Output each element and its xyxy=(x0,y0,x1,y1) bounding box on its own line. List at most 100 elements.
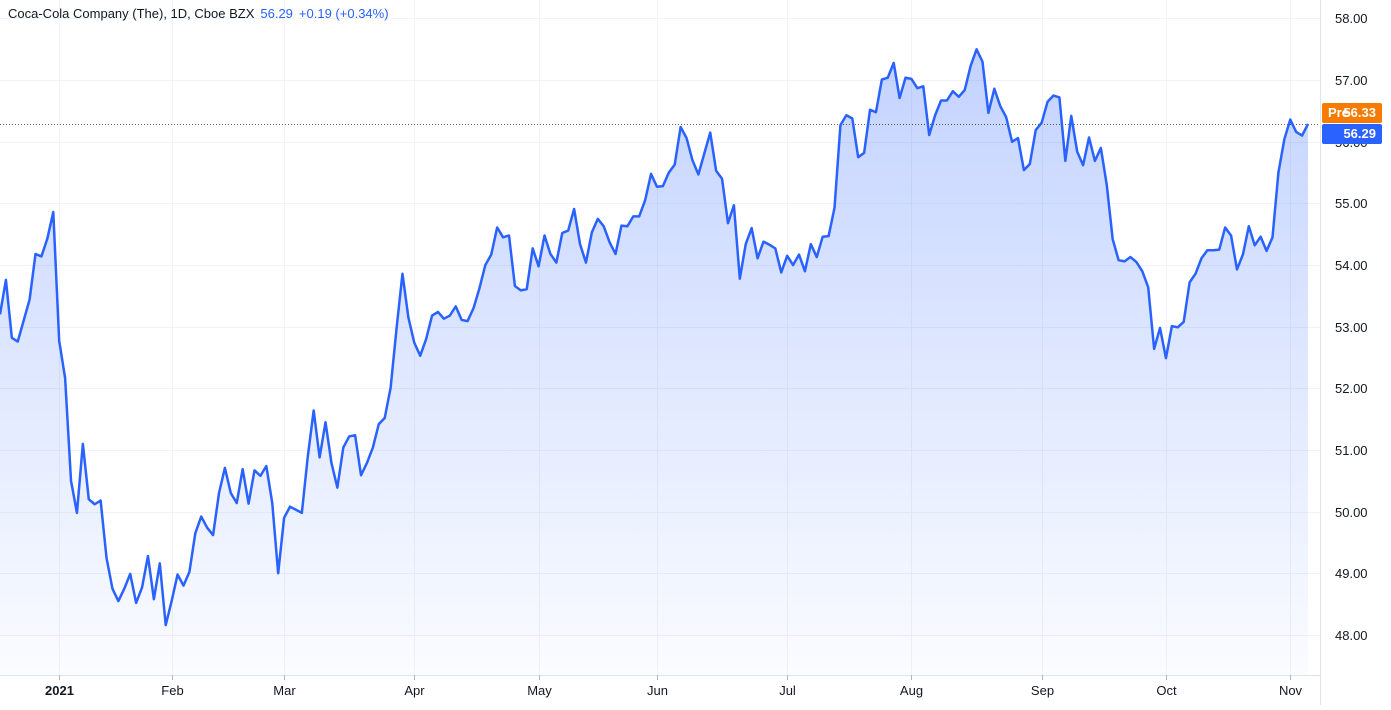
data-point xyxy=(200,516,202,518)
data-point xyxy=(336,487,338,489)
data-point xyxy=(141,586,143,588)
data-point xyxy=(940,99,942,101)
data-point xyxy=(851,117,853,119)
data-point xyxy=(354,434,356,436)
data-point xyxy=(378,423,380,425)
data-point xyxy=(1301,135,1303,137)
last-price-value: 56.29 xyxy=(260,6,293,21)
data-point xyxy=(839,124,841,126)
data-point xyxy=(52,211,54,213)
data-point xyxy=(159,562,161,564)
time-tick-label: 2021 xyxy=(45,683,74,698)
data-point xyxy=(603,225,605,227)
data-point xyxy=(319,456,321,458)
data-point xyxy=(508,234,510,236)
data-point xyxy=(1029,163,1031,165)
data-point xyxy=(869,109,871,111)
data-point xyxy=(952,90,954,92)
data-point xyxy=(774,247,776,249)
data-point xyxy=(981,61,983,63)
data-point xyxy=(650,173,652,175)
data-point xyxy=(1289,119,1291,121)
data-point xyxy=(1165,357,1167,359)
data-point xyxy=(360,474,362,476)
data-point xyxy=(1076,151,1078,153)
data-point xyxy=(1218,249,1220,251)
data-point xyxy=(585,262,587,264)
data-point xyxy=(520,289,522,291)
data-point xyxy=(472,307,474,309)
data-point xyxy=(615,253,617,255)
data-point xyxy=(549,253,551,255)
data-point xyxy=(1058,96,1060,98)
data-point xyxy=(259,475,261,477)
data-point xyxy=(1200,257,1202,259)
data-point xyxy=(573,208,575,210)
data-point xyxy=(893,62,895,64)
time-tick-label: Jun xyxy=(647,683,668,698)
price-area-fill xyxy=(0,49,1308,675)
data-point xyxy=(1206,249,1208,251)
data-point xyxy=(384,417,386,419)
data-point xyxy=(1189,281,1191,283)
data-point xyxy=(674,164,676,166)
data-point xyxy=(313,410,315,412)
data-point xyxy=(638,215,640,217)
data-point xyxy=(733,204,735,206)
data-point xyxy=(987,112,989,114)
price-tick-label: 55.00 xyxy=(1335,196,1368,211)
data-point xyxy=(271,502,273,504)
data-point xyxy=(745,243,747,245)
data-point xyxy=(289,506,291,508)
data-point xyxy=(1124,260,1126,262)
data-point xyxy=(1064,160,1066,162)
data-point xyxy=(129,573,131,575)
data-point xyxy=(1171,325,1173,327)
data-point xyxy=(1106,184,1108,186)
data-point xyxy=(816,256,818,258)
data-point xyxy=(82,443,84,445)
price-tick-label: 49.00 xyxy=(1335,566,1368,581)
data-point xyxy=(413,342,415,344)
data-point xyxy=(620,225,622,227)
price-change-value: +0.19 (+0.34%) xyxy=(298,6,389,21)
data-point xyxy=(230,492,232,494)
data-point xyxy=(993,88,995,90)
data-point xyxy=(555,262,557,264)
data-point xyxy=(396,328,398,330)
data-point xyxy=(277,572,279,574)
data-point xyxy=(390,387,392,389)
data-point xyxy=(1118,259,1120,261)
data-point xyxy=(1159,327,1161,329)
data-point xyxy=(1295,131,1297,133)
data-point xyxy=(194,532,196,534)
symbol-legend[interactable]: Coca-Cola Company (The), 1D, Cboe BZX 56… xyxy=(8,6,389,21)
data-point xyxy=(455,305,457,307)
premarket-price-tag: Pre 56.33 xyxy=(1322,103,1382,123)
data-point xyxy=(342,447,344,449)
data-point xyxy=(224,467,226,469)
data-point xyxy=(662,185,664,187)
data-point xyxy=(715,170,717,172)
data-point xyxy=(171,600,173,602)
data-point xyxy=(928,134,930,136)
data-point xyxy=(626,225,628,227)
price-tick-label: 57.00 xyxy=(1335,73,1368,88)
data-point xyxy=(11,337,13,339)
data-point xyxy=(709,132,711,134)
data-point xyxy=(401,273,403,275)
price-tick-label: 52.00 xyxy=(1335,381,1368,396)
data-point xyxy=(958,96,960,98)
time-tick-label: Jul xyxy=(779,683,796,698)
premarket-label: Pre xyxy=(1328,105,1349,120)
time-axis[interactable]: 2021 Feb Mar Apr May Jun Jul Aug Sep Oct Nov xyxy=(45,675,1303,698)
data-point xyxy=(609,241,611,243)
data-point xyxy=(567,230,569,232)
data-point xyxy=(301,512,303,514)
data-point xyxy=(1283,138,1285,140)
data-point xyxy=(46,238,48,240)
data-point xyxy=(999,105,1001,107)
data-point xyxy=(916,87,918,89)
